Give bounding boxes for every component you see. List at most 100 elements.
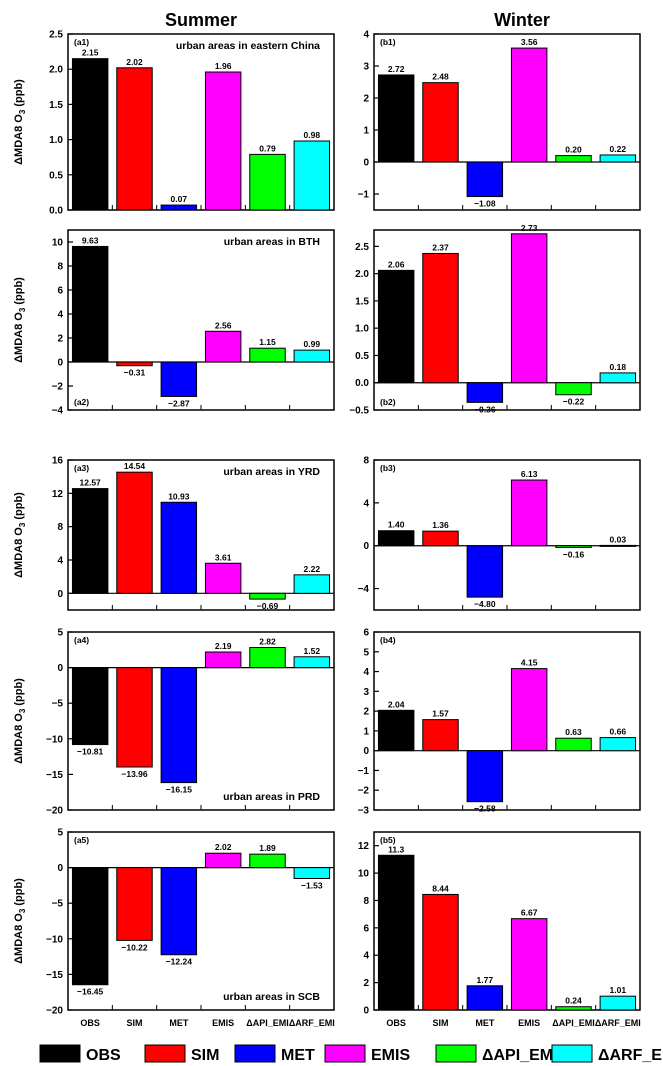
value-label: 1.15 [259, 337, 276, 347]
value-label: 0.98 [304, 130, 321, 140]
x-category-label: OBS [386, 1018, 406, 1028]
y-tick-label: 8 [363, 456, 369, 467]
legend-swatch [144, 1044, 186, 1063]
value-label: −4.80 [474, 599, 496, 609]
y-tick-label: 1.0 [355, 324, 369, 335]
value-label: 0.03 [610, 534, 627, 544]
bar-delta-arf-emi [599, 154, 637, 163]
value-label: 6.13 [521, 469, 538, 479]
y-tick-label: 4 [363, 498, 369, 509]
y-tick-label: 3 [363, 62, 369, 73]
panel-label: (a2) [74, 397, 89, 407]
y-tick-label: −0.5 [349, 406, 369, 417]
y-tick-label: 0.0 [355, 378, 369, 389]
legend-label: MET [281, 1047, 315, 1064]
bar-delta-api-emi [555, 1006, 592, 1011]
legend-item: OBS [39, 1044, 121, 1064]
value-label: −0.69 [257, 601, 279, 611]
panel-label: (a4) [74, 635, 89, 645]
y-tick-label: −2 [52, 382, 64, 393]
value-label: 2.04 [388, 699, 405, 709]
y-tick-label: 8 [363, 896, 369, 907]
value-label: 9.63 [82, 235, 99, 245]
x-category-label: OBS [80, 1018, 100, 1028]
bar-delta-api-emi [555, 382, 592, 396]
legend-item: ΔAPI_EMI [435, 1044, 558, 1064]
y-tick-label: 2 [363, 978, 369, 989]
bar-obs [377, 74, 415, 163]
bar-emis [510, 479, 548, 547]
y-tick-label: 10 [358, 869, 370, 880]
y-tick-label: 4 [363, 951, 369, 962]
bar-obs [71, 667, 109, 746]
bar-emis [204, 651, 242, 669]
bar-obs [377, 854, 415, 1011]
region-title: urban areas in PRD [223, 791, 320, 803]
value-label: −0.22 [563, 397, 585, 407]
bar-emis [204, 330, 242, 363]
bar-obs [71, 245, 109, 363]
bar-delta-api-emi [249, 592, 286, 600]
legend-item: SIM [144, 1044, 219, 1064]
value-label: 2.02 [126, 57, 143, 67]
bar-sim [422, 252, 459, 384]
panel-b5: 0 2 4 6 8 10 12 11.3 8.44 1.77 6.67 0.24 1.01 (b5) [358, 831, 641, 1017]
bar-emis [204, 562, 242, 594]
bar-sim [116, 67, 153, 211]
panel-b1: −1 0 1 2 3 4 2.72 2.48 −1.08 3.56 0.20 0.22 (b1) [358, 30, 641, 211]
panel-label: (a5) [74, 835, 89, 845]
bar-delta-arf-emi [599, 995, 637, 1011]
bar-delta-api-emi [249, 153, 286, 211]
bar-delta-api-emi [249, 347, 286, 363]
column-title-summer: Summer [165, 10, 237, 30]
y-tick-label: −1 [358, 766, 370, 777]
y-tick-label: 4 [57, 310, 63, 321]
value-label: −0.16 [563, 549, 585, 559]
bar-sim [116, 361, 153, 367]
bar-delta-api-emi [249, 853, 286, 869]
panel-a4: −20 −15 −10 −5 0 5 −10.81 −13.96 −16.15 2.19 2.82 1… [13, 628, 335, 817]
value-label: −16.45 [77, 987, 104, 997]
y-tick-label: 4 [57, 556, 63, 567]
bar-emis [510, 47, 548, 163]
y-tick-label: 3 [363, 687, 369, 698]
value-label: 2.56 [215, 320, 232, 330]
y-tick-label: 0 [363, 158, 369, 169]
bar-sim [422, 530, 459, 547]
panel-a3: 0 4 8 12 16 12.57 14.54 10.93 3.61 −0.69 2.22 (a3) u… [13, 456, 335, 611]
value-label: 12.57 [80, 478, 102, 488]
legend-item: ΔARF_EMI [551, 1044, 663, 1064]
y-tick-label: 2.0 [49, 65, 63, 76]
bar-obs [71, 58, 109, 211]
legend-swatch [435, 1044, 477, 1063]
value-label: −10.22 [121, 942, 148, 952]
value-label: 0.07 [171, 194, 188, 204]
bar-emis [510, 233, 548, 384]
value-label: 14.54 [124, 461, 146, 471]
value-label: 0.99 [304, 339, 321, 349]
value-label: 1.01 [610, 985, 627, 995]
value-label: 0.66 [610, 727, 627, 737]
x-category-label: MET [475, 1018, 495, 1028]
bar-emis [204, 852, 242, 869]
legend-label: SIM [191, 1047, 219, 1064]
bar-met [160, 361, 198, 397]
bar-delta-api-emi [555, 545, 592, 548]
legend-label: EMIS [371, 1047, 410, 1064]
bar-obs [71, 488, 109, 594]
y-tick-label: −3 [358, 806, 370, 817]
panel-a5: −20 −15 −10 −5 0 5 −16.45 −10.22 −12.24 2.02 1.89 −… [13, 828, 335, 1017]
value-label: 3.56 [521, 37, 538, 47]
y-tick-label: 8 [57, 522, 63, 533]
legend-label: ΔARF_EMI [598, 1047, 663, 1064]
panel-a2: −4 −2 0 2 4 6 8 10 9.63 −0.31 −2.87 2.56 1.15 0.99 (a2… [13, 229, 335, 417]
y-tick-label: 12 [52, 489, 64, 500]
y-tick-label: −20 [46, 1006, 63, 1017]
value-label: 1.77 [477, 975, 494, 985]
bar-sim [116, 867, 153, 941]
y-tick-label: 6 [363, 923, 369, 934]
value-label: 0.24 [565, 996, 582, 1006]
value-label: −16.15 [166, 785, 193, 795]
y-tick-label: 0 [57, 358, 63, 369]
y-axis-label: ΔMDA8 O3 (ppb) [13, 492, 27, 578]
